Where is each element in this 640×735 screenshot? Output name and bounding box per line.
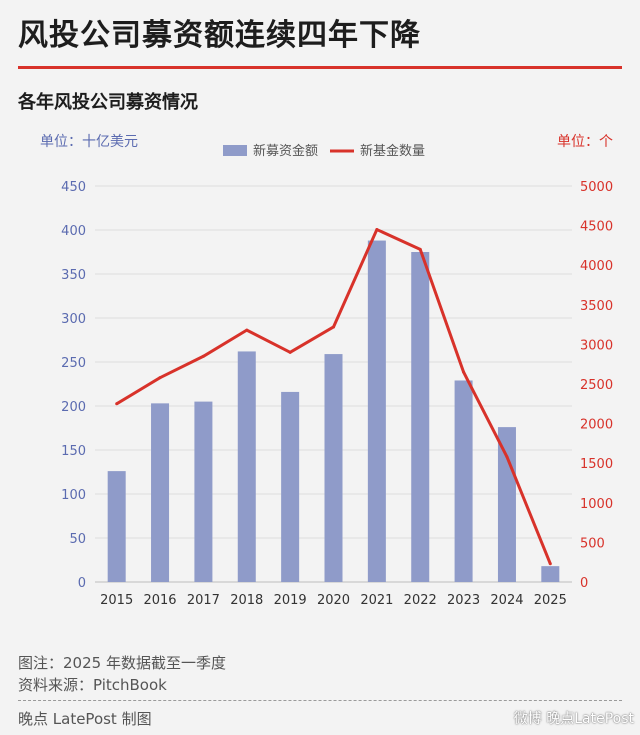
- left-tick-label: 400: [61, 224, 86, 239]
- left-tick-label: 100: [61, 488, 86, 503]
- line-point: [418, 247, 422, 251]
- left-tick-label: 50: [69, 532, 86, 547]
- line-point: [115, 402, 119, 406]
- line-point: [375, 228, 379, 232]
- line-point: [245, 328, 249, 332]
- credit-label: 晚点 LatePost 制图: [18, 710, 152, 728]
- line-point: [158, 376, 162, 380]
- left-tick-label: 350: [61, 268, 86, 283]
- x-tick-label: 2016: [143, 593, 176, 608]
- line-point: [332, 325, 335, 329]
- x-tick-label: 2019: [274, 593, 307, 608]
- line-point: [201, 354, 205, 358]
- bar: [541, 566, 560, 582]
- bar: [107, 471, 126, 582]
- line-point: [505, 455, 509, 459]
- left-tick-label: 200: [61, 400, 86, 415]
- left-tick-label: 150: [61, 444, 86, 459]
- x-tick-label: 2015: [100, 593, 133, 608]
- bar: [411, 252, 430, 582]
- chart-note: 图注：2025 年数据截至一季度: [18, 654, 226, 672]
- bar: [151, 403, 170, 582]
- legend-line-label: 新基金数量: [360, 143, 425, 159]
- bar: [367, 240, 386, 582]
- right-tick-label: 500: [580, 536, 605, 551]
- line-point: [462, 370, 466, 374]
- left-axis-unit: 单位：十亿美元: [40, 134, 138, 150]
- x-tick-label: 2025: [534, 593, 567, 608]
- right-tick-label: 2000: [580, 418, 613, 433]
- title-divider: [18, 66, 622, 69]
- data-source: 资料来源：PitchBook: [18, 676, 167, 694]
- legend-bar-label: 新募资金额: [253, 143, 318, 159]
- right-tick-label: 1500: [580, 457, 613, 472]
- weibo-watermark: 微博 晚点LatePost: [513, 711, 634, 727]
- bar: [497, 427, 516, 582]
- bar: [194, 401, 213, 582]
- chart-title: 各年风投公司募资情况: [18, 92, 198, 113]
- footer-divider: [18, 700, 622, 701]
- right-tick-label: 5000: [580, 180, 613, 195]
- line-point: [548, 562, 552, 566]
- left-tick-label: 300: [61, 312, 86, 327]
- x-tick-label: 2024: [490, 593, 523, 608]
- bar: [324, 354, 343, 582]
- right-tick-label: 4500: [580, 220, 613, 235]
- bar: [454, 380, 473, 582]
- chart: 0501001502002503003504004500500100015002…: [40, 134, 613, 608]
- left-tick-label: 0: [78, 576, 86, 591]
- right-tick-label: 3500: [580, 299, 613, 314]
- left-tick-label: 450: [61, 180, 86, 195]
- x-tick-label: 2017: [187, 593, 220, 608]
- x-tick-label: 2023: [447, 593, 480, 608]
- x-tick-label: 2021: [360, 593, 393, 608]
- right-tick-label: 2500: [580, 378, 613, 393]
- page-title: 风投公司募资额连续四年下降: [18, 18, 421, 53]
- right-axis-unit: 单位：个: [557, 134, 613, 150]
- line-point: [288, 350, 292, 354]
- right-tick-label: 0: [580, 576, 588, 591]
- legend-bar-swatch: [223, 145, 247, 156]
- right-tick-label: 4000: [580, 259, 613, 274]
- x-tick-label: 2022: [404, 593, 437, 608]
- bar: [237, 351, 256, 582]
- x-tick-label: 2018: [230, 593, 263, 608]
- bar: [281, 391, 300, 582]
- right-tick-label: 3000: [580, 338, 613, 353]
- x-tick-label: 2020: [317, 593, 350, 608]
- left-tick-label: 250: [61, 356, 86, 371]
- right-tick-label: 1000: [580, 497, 613, 512]
